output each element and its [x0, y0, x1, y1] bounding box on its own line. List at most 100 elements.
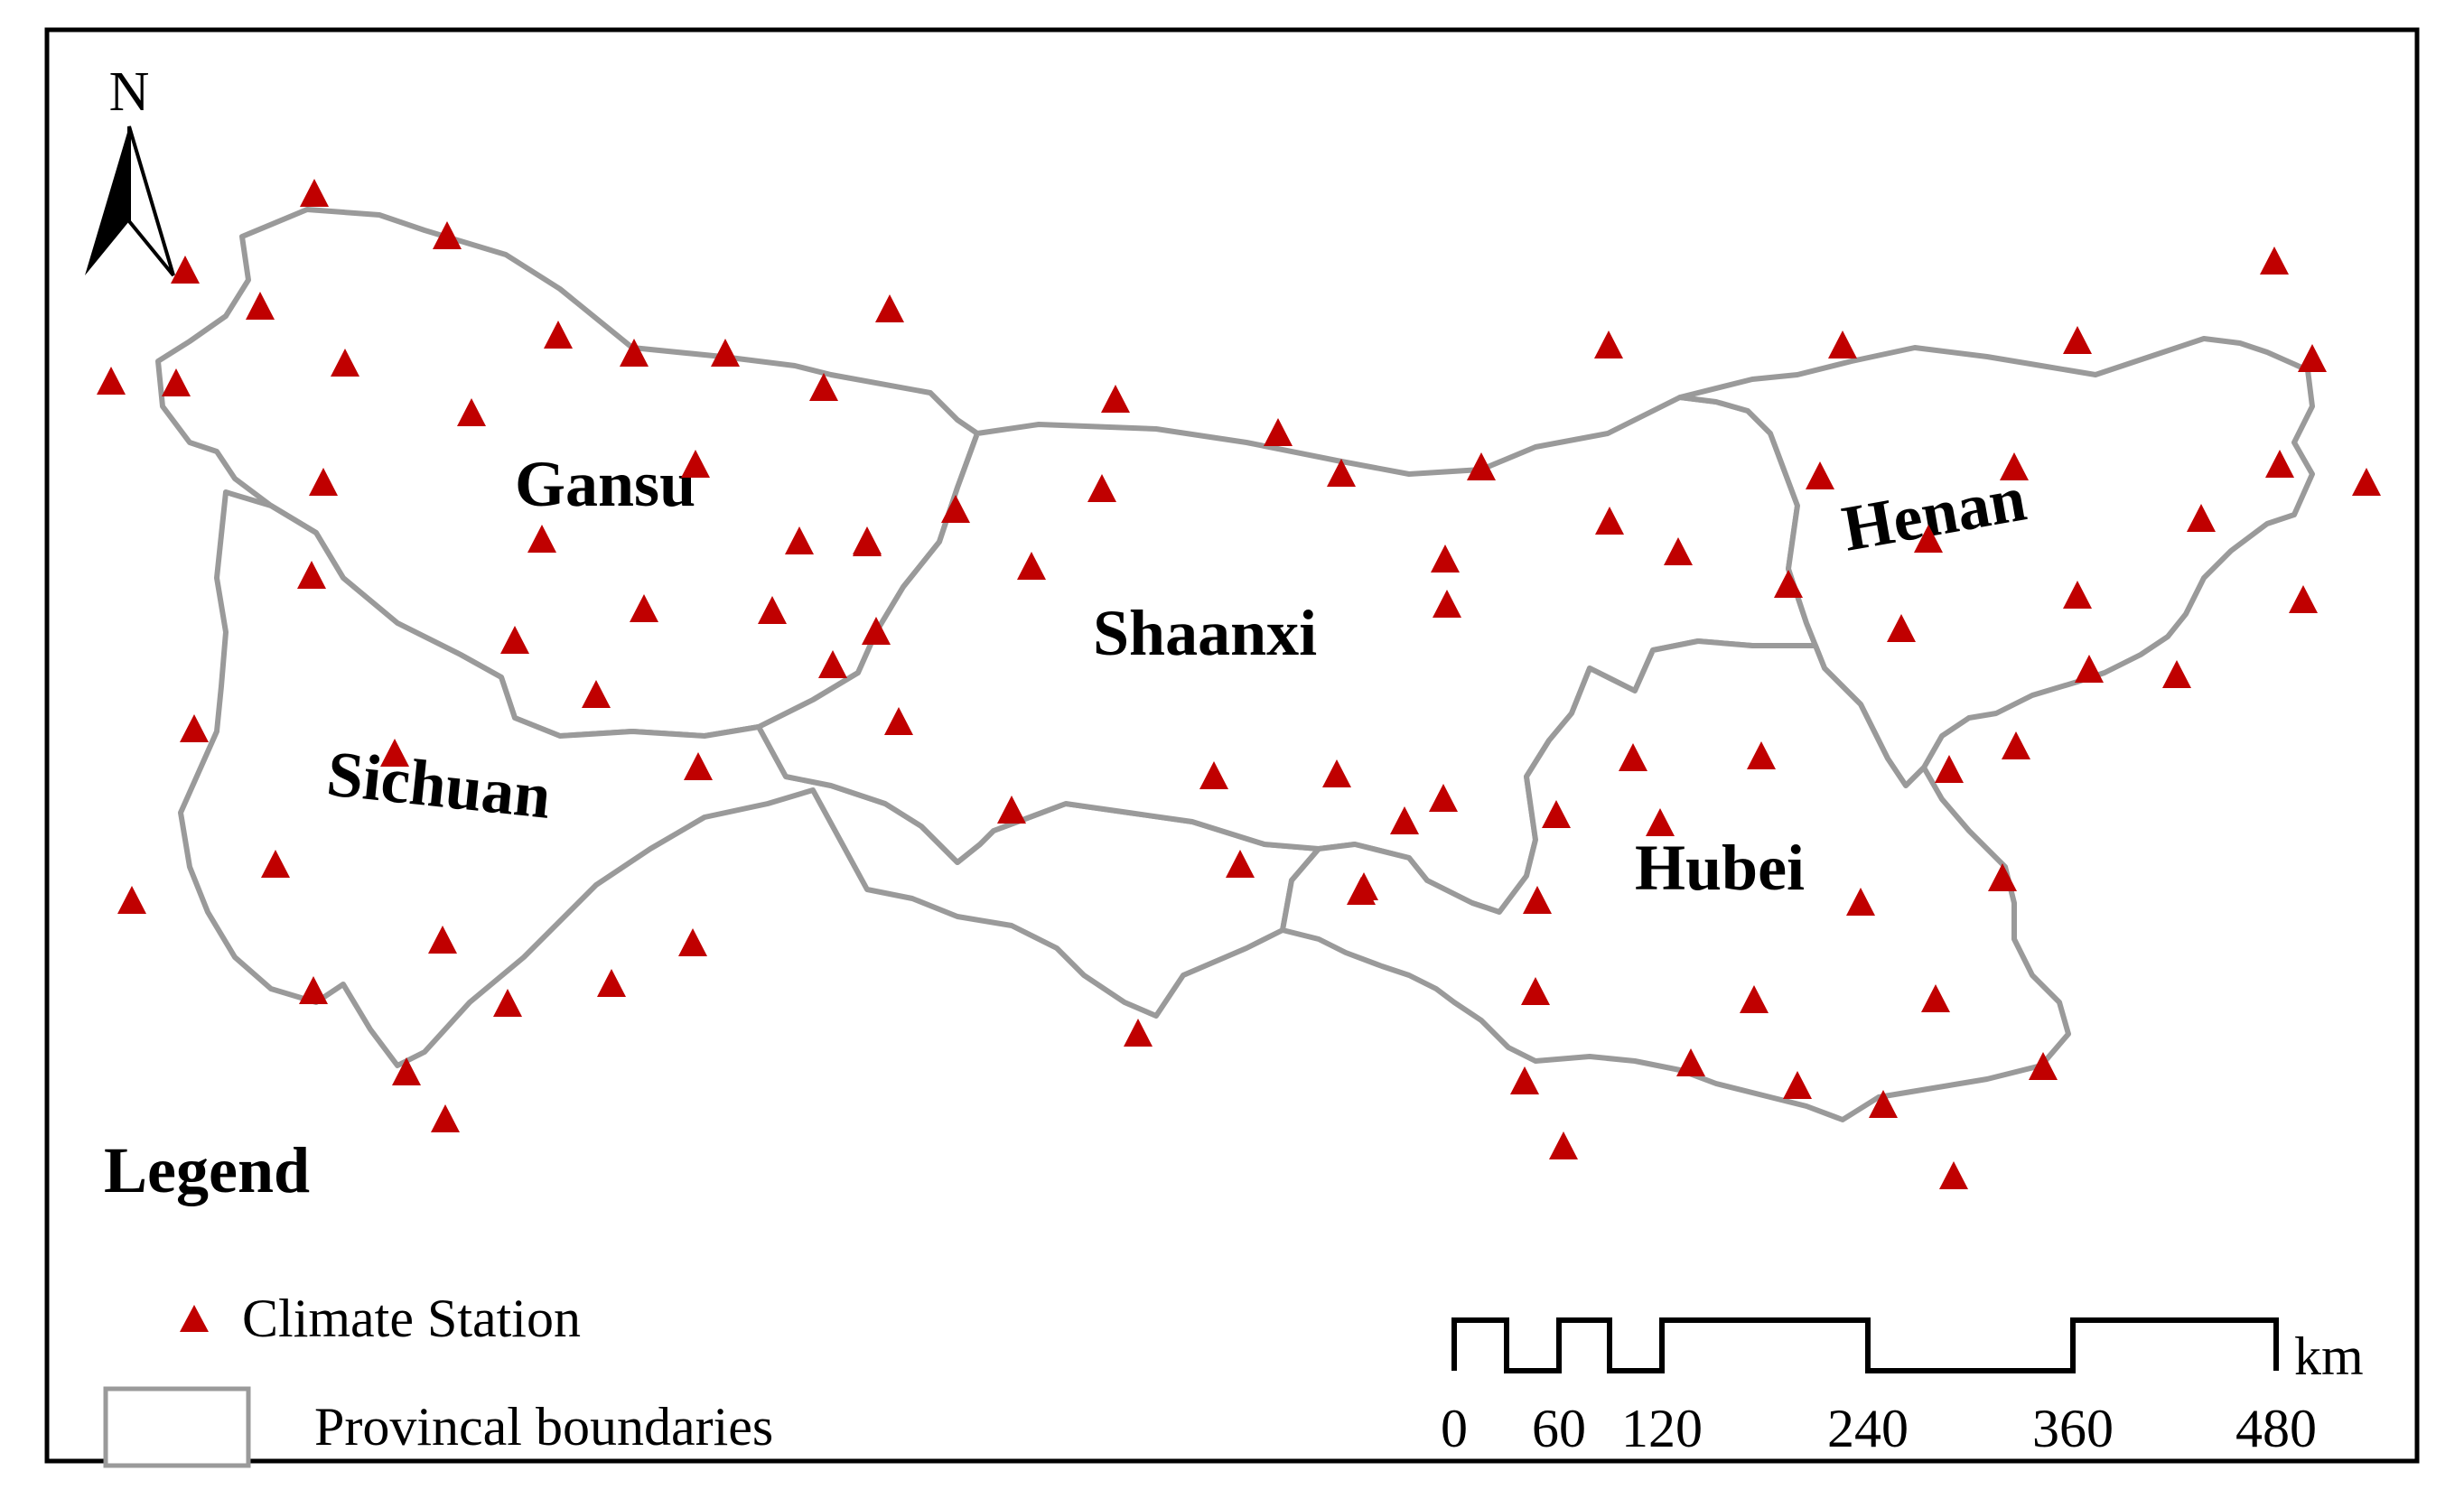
- climate-station-marker: [1226, 850, 1255, 878]
- climate-station-marker: [1646, 808, 1675, 836]
- climate-station-marker: [1322, 759, 1351, 787]
- climate-station-marker: [1431, 545, 1460, 572]
- climate-station-marker: [246, 292, 275, 320]
- climate-station-marker: [2002, 731, 2030, 759]
- climate-station-marker: [997, 796, 1026, 824]
- scale-unit: km: [2294, 1326, 2364, 1386]
- climate-station-marker: [97, 367, 126, 395]
- climate-stations: [97, 179, 2381, 1189]
- climate-station-marker: [1939, 1161, 1968, 1189]
- legend-title: Legend: [104, 1134, 310, 1206]
- climate-station-marker: [1433, 590, 1461, 618]
- provincial-boundary-legend-icon: [103, 1386, 251, 1468]
- climate-station-marker: [2298, 344, 2327, 372]
- climate-station-marker: [1914, 525, 1943, 553]
- climate-station-marker: [630, 594, 658, 622]
- climate-station-marker: [884, 707, 913, 735]
- climate-station-marker: [809, 373, 838, 401]
- climate-station-marker: [2162, 660, 2191, 688]
- climate-station-marker: [1594, 330, 1623, 358]
- climate-station-marker: [300, 179, 329, 207]
- climate-station-marker: [500, 626, 529, 654]
- climate-station-marker: [2063, 326, 2092, 354]
- climate-station-marker: [1199, 761, 1228, 789]
- climate-station-marker: [711, 339, 740, 367]
- climate-station-marker: [1740, 985, 1769, 1013]
- climate-station-marker: [431, 1104, 460, 1132]
- climate-station-marker: [1390, 806, 1419, 834]
- climate-station-marker: [1869, 1090, 1898, 1118]
- climate-station-marker: [1101, 385, 1130, 413]
- north-label: N: [109, 61, 150, 123]
- climate-station-marker: [1549, 1131, 1578, 1159]
- climate-station-marker: [2063, 581, 2092, 609]
- climate-station-marker: [582, 680, 611, 708]
- climate-station-marker: [1774, 570, 1803, 598]
- climate-station-marker: [117, 886, 146, 914]
- climate-station-marker: [1347, 877, 1376, 905]
- legend-climate-station: Climate Station: [242, 1289, 581, 1348]
- climate-station-marker: [457, 398, 486, 426]
- climate-station-marker: [620, 339, 649, 367]
- climate-station-marker: [171, 256, 200, 284]
- climate-station-marker: [678, 928, 707, 956]
- climate-station-marker: [1806, 461, 1834, 489]
- climate-station-marker: [1887, 614, 1916, 642]
- label-shaanxi: Shaanxi: [1093, 597, 1317, 669]
- province-hubei: [1280, 638, 2071, 1122]
- scale-tick-60: 60: [1532, 1399, 1586, 1458]
- climate-station-marker: [1595, 507, 1624, 535]
- climate-station-marker: [1124, 1019, 1153, 1047]
- climate-station-marker: [1327, 459, 1356, 487]
- climate-station-marker: [1264, 418, 1293, 446]
- climate-station-marker: [1747, 741, 1776, 769]
- climate-station-marker: [862, 617, 891, 645]
- climate-station-legend-icon: [180, 1305, 209, 1332]
- climate-station-marker: [2260, 247, 2289, 275]
- climate-station-marker: [875, 294, 904, 322]
- climate-station-marker: [818, 650, 847, 678]
- climate-station-marker: [1510, 1066, 1539, 1094]
- climate-station-marker: [392, 1057, 421, 1085]
- climate-station-marker: [684, 752, 713, 780]
- climate-station-marker: [1828, 330, 1857, 358]
- scale-tick-0: 0: [1441, 1399, 1468, 1458]
- north-arrow: N: [85, 61, 175, 277]
- climate-station-marker: [544, 321, 573, 349]
- climate-station-marker: [1521, 977, 1550, 1005]
- legend-provincial-boundaries: Provincal boundaries: [314, 1397, 773, 1457]
- climate-station-marker: [941, 495, 970, 523]
- climate-station-marker: [2029, 1052, 2058, 1080]
- climate-station-marker: [162, 368, 191, 396]
- label-hubei: Hubei: [1635, 832, 1805, 904]
- climate-station-marker: [297, 561, 326, 589]
- north-arrow-icon: [85, 126, 129, 275]
- legend: Legend Climate Station Provincal boundar…: [103, 1134, 773, 1468]
- climate-station-marker: [1467, 452, 1496, 480]
- climate-station-marker: [1017, 552, 1046, 580]
- climate-station-marker: [1619, 743, 1647, 771]
- climate-station-marker: [380, 739, 409, 767]
- climate-station-marker: [2265, 450, 2294, 478]
- scale-tick-360: 360: [2032, 1399, 2114, 1458]
- climate-station-marker: [597, 969, 626, 997]
- climate-station-marker: [1676, 1048, 1705, 1076]
- climate-station-marker: [758, 596, 787, 624]
- scale-tick-240: 240: [1827, 1399, 1909, 1458]
- scale-tick-480: 480: [2235, 1399, 2317, 1458]
- climate-station-marker: [309, 468, 338, 496]
- climate-station-marker: [527, 525, 556, 553]
- climate-station-marker: [785, 526, 814, 554]
- climate-station-marker: [1542, 800, 1571, 828]
- climate-station-marker: [1087, 474, 1116, 502]
- scale-bar-line: [1451, 1317, 2279, 1373]
- climate-station-marker: [1429, 784, 1458, 812]
- climate-station-marker: [428, 926, 457, 954]
- climate-station-marker: [1523, 886, 1552, 914]
- climate-station-marker: [433, 221, 462, 249]
- climate-station-marker: [1935, 755, 1964, 783]
- climate-station-marker: [2289, 585, 2318, 613]
- label-gansu: Gansu: [515, 448, 695, 520]
- climate-station-marker: [2187, 504, 2216, 532]
